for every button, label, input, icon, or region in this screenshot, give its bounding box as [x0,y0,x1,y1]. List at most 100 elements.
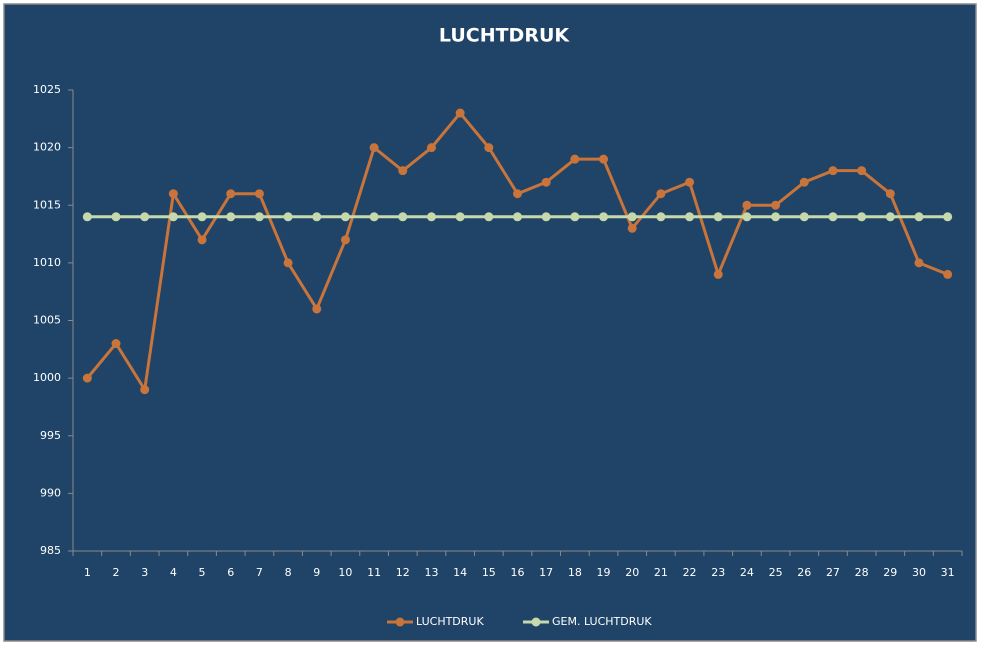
marker [484,143,494,153]
marker [885,189,895,199]
marker [713,212,723,222]
x-tick-label: 5 [199,566,206,579]
marker [369,212,379,222]
marker [140,212,150,222]
x-tick-label: 1 [84,566,91,579]
marker [168,212,178,222]
legend-marker [395,617,405,627]
marker [799,212,809,222]
y-tick-label: 990 [40,486,61,499]
marker [369,143,379,153]
marker [627,223,637,233]
x-tick-label: 13 [424,566,438,579]
marker [742,212,752,222]
x-tick-label: 17 [539,566,553,579]
chart-background [3,3,977,642]
marker [570,212,580,222]
marker [312,212,322,222]
x-tick-label: 22 [683,566,697,579]
y-tick-label: 985 [40,544,61,557]
y-tick-label: 995 [40,429,61,442]
marker [197,212,207,222]
marker [656,189,666,199]
marker [857,166,867,176]
marker [283,212,293,222]
legend-label: LUCHTDRUK [416,615,484,628]
marker [426,212,436,222]
marker [398,166,408,176]
marker [885,212,895,222]
y-tick-label: 1020 [33,141,61,154]
marker [943,269,953,279]
marker [914,258,924,268]
x-tick-label: 12 [396,566,410,579]
x-tick-label: 9 [313,566,320,579]
x-tick-label: 6 [227,566,234,579]
x-tick-label: 15 [482,566,496,579]
marker [627,212,637,222]
x-tick-label: 25 [769,566,783,579]
marker [570,154,580,164]
x-tick-label: 3 [141,566,148,579]
y-tick-label: 1015 [33,198,61,211]
marker [111,339,121,349]
marker [226,212,236,222]
marker [943,212,953,222]
marker [254,189,264,199]
marker [111,212,121,222]
marker [140,385,150,395]
x-tick-label: 11 [367,566,381,579]
x-tick-label: 14 [453,566,467,579]
legend-marker [531,617,541,627]
marker [254,212,264,222]
marker [513,189,522,199]
marker [541,177,551,187]
marker [656,212,666,222]
x-tick-label: 8 [285,566,292,579]
marker [771,200,781,210]
marker [398,212,408,222]
y-tick-label: 1000 [33,371,61,384]
marker [426,143,436,153]
x-tick-label: 2 [113,566,120,579]
marker [914,212,924,222]
x-tick-label: 26 [797,566,811,579]
y-tick-label: 1025 [33,83,61,96]
marker [713,269,723,279]
legend-label: GEM. LUCHTDRUK [552,615,652,628]
x-tick-label: 10 [338,566,352,579]
marker [828,166,838,176]
marker [82,373,92,383]
x-tick-label: 28 [855,566,869,579]
marker [455,108,465,118]
marker [312,304,322,314]
x-tick-label: 27 [826,566,840,579]
marker [771,212,781,222]
marker [799,177,809,187]
marker [685,177,695,187]
marker [828,212,838,222]
marker [197,235,207,245]
marker [513,212,522,222]
x-tick-label: 20 [625,566,639,579]
marker [82,212,92,222]
x-tick-label: 29 [883,566,897,579]
x-tick-label: 21 [654,566,668,579]
marker [283,258,293,268]
marker [857,212,867,222]
x-tick-label: 18 [568,566,582,579]
marker [742,200,752,210]
marker [599,154,609,164]
x-tick-label: 16 [511,566,525,579]
y-tick-label: 1010 [33,256,61,269]
chart-title: LUCHTDRUK [439,25,570,47]
marker [340,235,350,245]
x-tick-label: 23 [711,566,725,579]
marker [168,189,178,199]
x-tick-label: 19 [597,566,611,579]
x-tick-label: 7 [256,566,263,579]
y-tick-label: 1005 [33,314,61,327]
marker [340,212,350,222]
